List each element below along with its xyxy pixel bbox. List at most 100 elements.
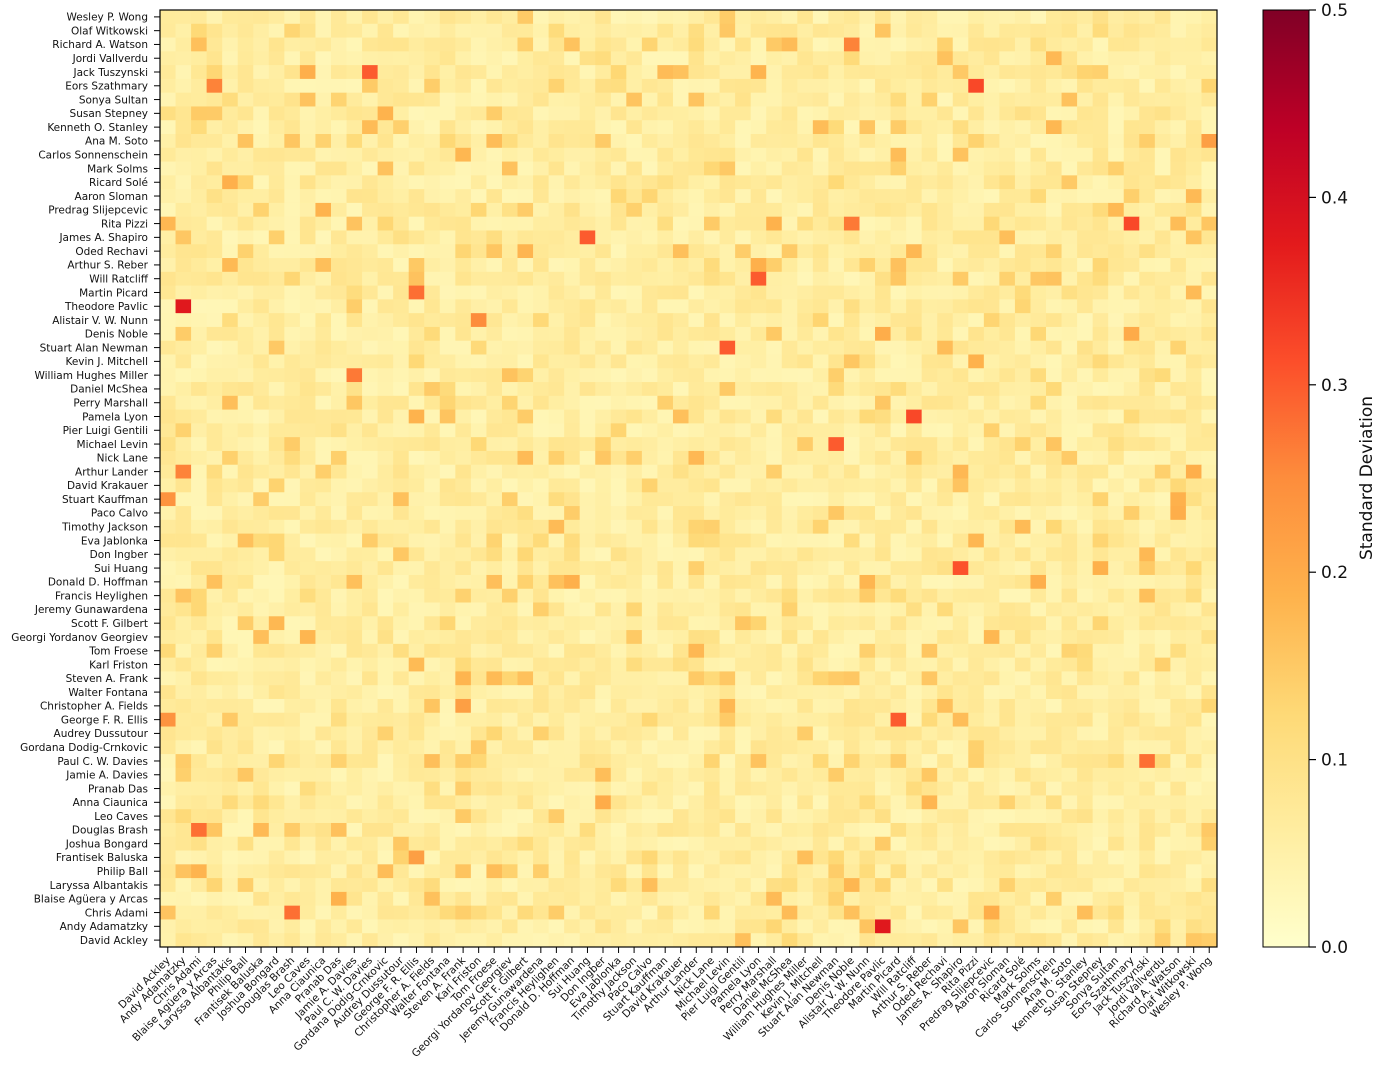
heatmap-cell bbox=[797, 767, 814, 783]
heatmap-cell bbox=[1092, 175, 1109, 190]
heatmap-cell bbox=[222, 685, 239, 700]
heatmap-cell bbox=[704, 368, 720, 383]
heatmap-cell bbox=[704, 905, 720, 920]
heatmap-cell bbox=[579, 836, 596, 851]
heatmap-cell bbox=[424, 905, 441, 920]
heatmap-cell bbox=[1139, 244, 1156, 259]
heatmap-cell bbox=[579, 313, 596, 328]
heatmap-cell bbox=[206, 450, 223, 466]
heatmap-cell bbox=[330, 313, 347, 328]
heatmap-cell bbox=[501, 189, 518, 204]
heatmap-cell bbox=[362, 809, 379, 824]
heatmap-cell bbox=[1154, 630, 1171, 645]
heatmap-cell bbox=[408, 492, 425, 507]
heatmap-cell bbox=[952, 864, 969, 879]
row-label: Jamie A. Davies bbox=[65, 770, 148, 782]
heatmap-cell bbox=[579, 450, 596, 466]
heatmap-cell bbox=[641, 533, 658, 548]
heatmap-cell bbox=[1030, 588, 1047, 603]
heatmap-cell bbox=[1201, 533, 1218, 548]
heatmap-cell bbox=[315, 271, 332, 286]
heatmap-cell bbox=[595, 299, 612, 314]
heatmap-cell bbox=[875, 354, 891, 369]
heatmap-cell bbox=[1108, 561, 1125, 576]
heatmap-cell bbox=[1030, 423, 1047, 438]
heatmap-cell bbox=[501, 754, 518, 769]
heatmap-cell bbox=[284, 230, 301, 245]
heatmap-cell bbox=[1139, 92, 1156, 107]
heatmap-cell bbox=[439, 919, 456, 934]
heatmap-cell bbox=[579, 574, 596, 590]
heatmap-cell bbox=[191, 657, 208, 672]
heatmap-cell bbox=[393, 258, 410, 273]
heatmap-cell bbox=[1170, 368, 1187, 383]
row-label: Timothy Jackson bbox=[61, 522, 148, 534]
heatmap-cell bbox=[626, 464, 643, 479]
row-label: Leo Caves bbox=[94, 811, 148, 823]
heatmap-cell bbox=[610, 147, 627, 162]
heatmap-cell bbox=[812, 643, 829, 659]
heatmap-cell bbox=[875, 574, 891, 590]
heatmap-cell bbox=[983, 492, 1000, 507]
heatmap-cell bbox=[346, 864, 363, 879]
heatmap-cell bbox=[1108, 258, 1125, 273]
heatmap-cell bbox=[843, 354, 860, 369]
heatmap-cell bbox=[875, 120, 891, 135]
heatmap-cell bbox=[1154, 643, 1171, 659]
heatmap-cell bbox=[222, 836, 239, 851]
heatmap-cell bbox=[455, 437, 472, 452]
heatmap-cell bbox=[424, 781, 441, 796]
heatmap-cell bbox=[1092, 92, 1109, 107]
row-label: Audrey Dussutour bbox=[54, 728, 149, 740]
heatmap-cell bbox=[906, 712, 923, 727]
heatmap-cell bbox=[999, 726, 1016, 741]
heatmap-cell bbox=[160, 506, 176, 521]
heatmap-cell bbox=[1123, 450, 1140, 466]
heatmap-cell bbox=[766, 216, 783, 231]
heatmap-cell bbox=[704, 726, 720, 741]
heatmap-cell bbox=[610, 202, 627, 218]
row-label: Philip Ball bbox=[97, 866, 148, 878]
heatmap-cell bbox=[797, 533, 814, 548]
heatmap-cell bbox=[362, 492, 379, 507]
heatmap-cell bbox=[222, 740, 239, 755]
heatmap-cell bbox=[688, 37, 705, 52]
heatmap-cell bbox=[564, 299, 581, 314]
heatmap-cell bbox=[1139, 685, 1156, 700]
heatmap-cell bbox=[501, 216, 518, 231]
heatmap-cell bbox=[424, 533, 441, 548]
heatmap-cell bbox=[1046, 754, 1062, 769]
heatmap-cell bbox=[579, 781, 596, 796]
heatmap-cell bbox=[766, 326, 783, 342]
heatmap-cell bbox=[1014, 740, 1031, 755]
heatmap-cell bbox=[750, 822, 767, 838]
heatmap-cell bbox=[1123, 244, 1140, 259]
heatmap-cell bbox=[952, 326, 969, 342]
heatmap-cell bbox=[1185, 519, 1202, 535]
heatmap-cell bbox=[439, 92, 456, 107]
heatmap-cell bbox=[175, 740, 192, 755]
heatmap-cell bbox=[1201, 478, 1218, 493]
heatmap-cell bbox=[595, 809, 612, 824]
heatmap-cell bbox=[579, 616, 596, 631]
heatmap-cell bbox=[875, 161, 891, 176]
heatmap-cell bbox=[1046, 299, 1062, 314]
heatmap-cell bbox=[1185, 368, 1202, 383]
heatmap-cell bbox=[175, 10, 192, 25]
heatmap-cell bbox=[268, 878, 285, 893]
heatmap-cell bbox=[1154, 836, 1171, 851]
heatmap-cell bbox=[797, 588, 814, 603]
heatmap-cell bbox=[610, 506, 627, 521]
heatmap-cell bbox=[517, 437, 534, 452]
heatmap-cell bbox=[999, 216, 1016, 231]
heatmap-cell bbox=[253, 258, 270, 273]
heatmap-cell bbox=[1154, 175, 1171, 190]
heatmap-cell bbox=[1046, 340, 1062, 355]
heatmap-cell bbox=[1046, 106, 1062, 121]
heatmap-cell bbox=[564, 630, 581, 645]
heatmap-cell bbox=[377, 230, 394, 245]
heatmap-cell bbox=[579, 354, 596, 369]
row-label: Wesley P. Wong bbox=[66, 12, 148, 24]
row-label: Susan Stepney bbox=[70, 108, 148, 120]
heatmap-cell bbox=[346, 258, 363, 273]
